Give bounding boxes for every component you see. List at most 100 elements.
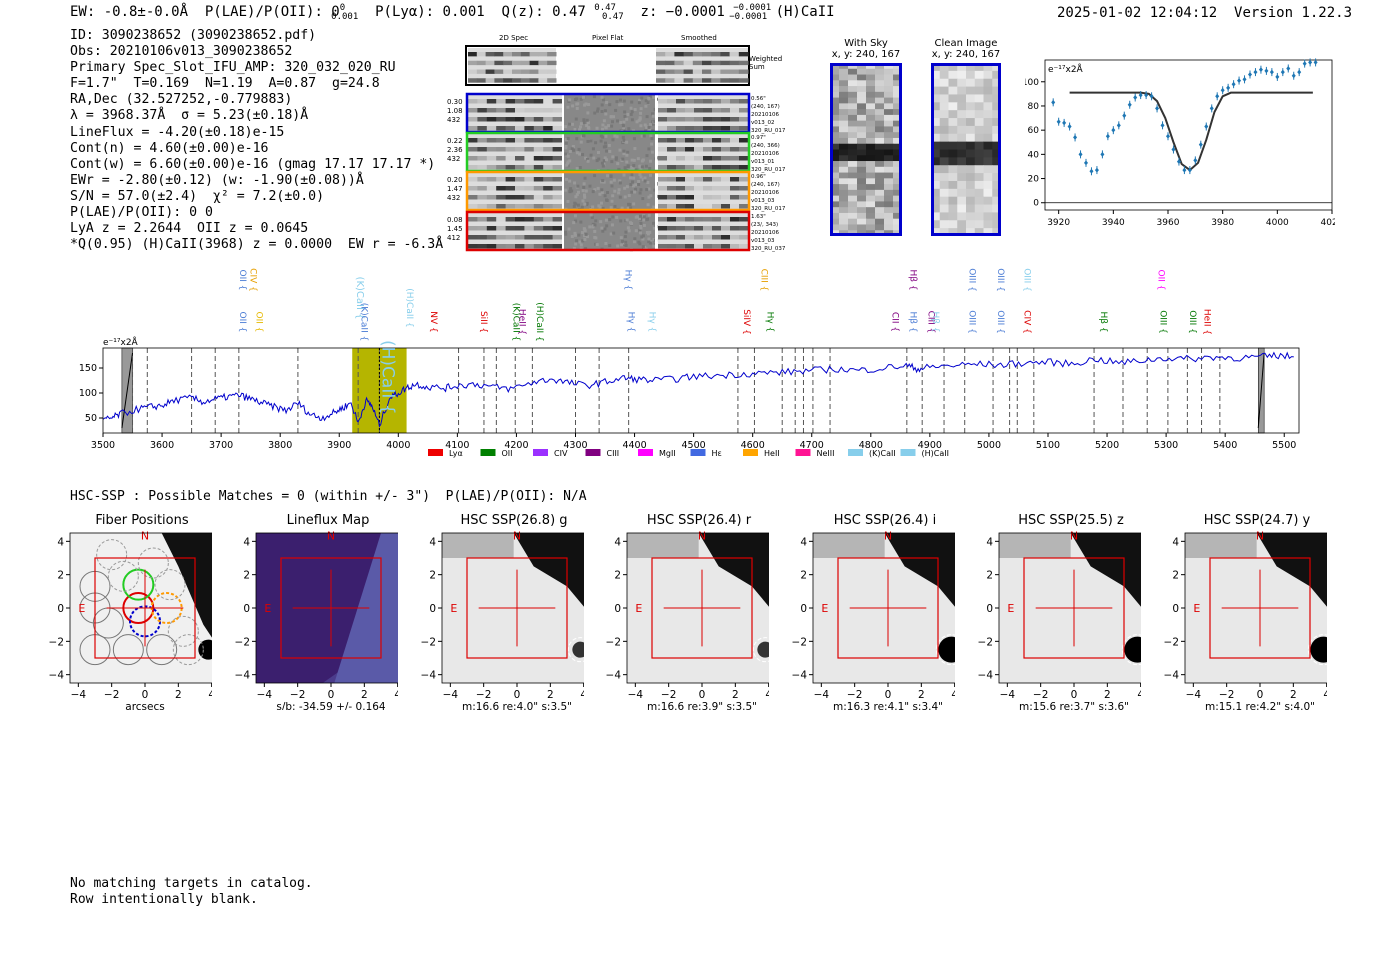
zoom-data-point [1291, 73, 1296, 79]
line-label: Hβ { [907, 269, 917, 290]
tile-strip [552, 156, 563, 161]
plya-value: P(Lyα): 0.001 [375, 4, 485, 20]
tile-strip [665, 52, 675, 57]
tile-strip [658, 186, 668, 191]
thumb-pixel [839, 68, 849, 76]
tile-strip [712, 235, 722, 240]
tile-strip [658, 177, 668, 182]
thumb-pixel [983, 63, 993, 72]
thumb-pixel [966, 173, 976, 182]
tile-strip [676, 244, 686, 249]
tile-strip [505, 156, 516, 161]
thumb-pixel [884, 132, 894, 139]
noise-pixel [627, 229, 631, 233]
noise-pixel [618, 195, 622, 199]
thumb-pixel [875, 126, 885, 133]
noise-pixel [653, 119, 657, 123]
tile-strip [703, 165, 713, 170]
gap-hatch [1257, 352, 1265, 429]
tile-strip [476, 69, 487, 74]
ytick-label: 0 [1172, 603, 1179, 615]
thumb-pixel [931, 157, 941, 166]
noise-pixel [588, 184, 592, 188]
fiber-circle [154, 569, 186, 601]
thumb-pixel [948, 118, 958, 127]
noise-pixel [612, 178, 616, 182]
thumb-pixel [931, 78, 941, 88]
noise-pixel [638, 117, 642, 121]
thumb-pixel [957, 133, 967, 143]
tile-strip [676, 177, 686, 182]
thumb-pixel [957, 212, 967, 221]
cutout-header-smoothed: Smoothed [681, 34, 717, 42]
thumb-pixel [875, 212, 885, 220]
noise-pixel [579, 140, 583, 144]
dark-region [884, 533, 955, 607]
zoom-data-point [1171, 147, 1176, 153]
tile-strip [703, 156, 713, 161]
tile-strip [552, 165, 563, 170]
search-box [651, 557, 753, 659]
thumb-pixel [875, 63, 885, 70]
info-obs: Obs: 20210106v013_3090238652 [70, 44, 293, 60]
thumb-pixel [839, 189, 849, 197]
tile-strip [533, 117, 544, 122]
clean-image-title: Clean Image x, y: 240, 167 [928, 38, 1004, 60]
legend-swatch [480, 449, 496, 456]
noise-pixel [613, 134, 617, 138]
noise-pixel [587, 103, 591, 107]
tile-strip [515, 108, 525, 113]
noise-pixel [648, 127, 652, 131]
thumb-pixel [966, 204, 976, 213]
tile-strip [685, 186, 695, 191]
spectrum-axes [102, 347, 1300, 434]
weighted-blank [558, 48, 654, 83]
thumb-pixel [957, 94, 967, 103]
ytick-label: 2 [800, 570, 807, 582]
noise-pixel [598, 205, 602, 209]
thumb-pixel [939, 188, 949, 198]
thumb-pixel [884, 178, 894, 185]
row-right-label: 1.63" [751, 214, 766, 220]
zoom-data-point [1302, 61, 1307, 67]
noise-pixel [633, 190, 637, 194]
xtick-label: 0 [514, 689, 521, 701]
thumb-pixel [948, 63, 958, 72]
tile-strip [711, 52, 721, 57]
thumb-pixel [857, 126, 867, 133]
ytick-label: −2 [49, 636, 64, 648]
tile-strip [543, 156, 554, 161]
noise-pixel [624, 230, 628, 234]
zoom-data-point [1111, 127, 1116, 133]
tile-strip [552, 108, 563, 113]
thumb-pixel [948, 212, 958, 221]
thumb-pixel [830, 109, 840, 116]
tile-strip [658, 99, 668, 104]
noise-pixel [604, 241, 608, 245]
noise-pixel [574, 219, 578, 223]
line-label: OIII { [995, 268, 1005, 292]
noise-pixel [620, 103, 624, 107]
datetime: 2025-01-02 12:04:12 [1057, 5, 1218, 21]
tile-strip [703, 147, 713, 152]
thumb-pixel [974, 165, 984, 174]
thumb-pixel [992, 94, 1001, 103]
zoom-xtick-label: 4000 [1266, 218, 1289, 228]
noise-pixel [604, 134, 608, 138]
noise-pixel [573, 127, 577, 131]
with-sky-image [830, 63, 902, 236]
tile-strip [468, 78, 478, 83]
noise-pixel [630, 118, 634, 122]
thumb-pixel [857, 166, 867, 174]
noise-pixel [582, 134, 586, 138]
tile-strip [543, 177, 554, 182]
tile-strip [505, 235, 516, 240]
tile-strip [739, 99, 749, 104]
panel-caption: m:15.6 re:3.7" s:3.6" [1019, 701, 1129, 710]
thumb-pixel [884, 212, 894, 220]
thumb-pixel [957, 188, 967, 198]
tile-strip [676, 147, 686, 152]
tile-strip [658, 204, 668, 209]
tile-strip [533, 204, 544, 209]
thumb-pixel [974, 212, 984, 221]
